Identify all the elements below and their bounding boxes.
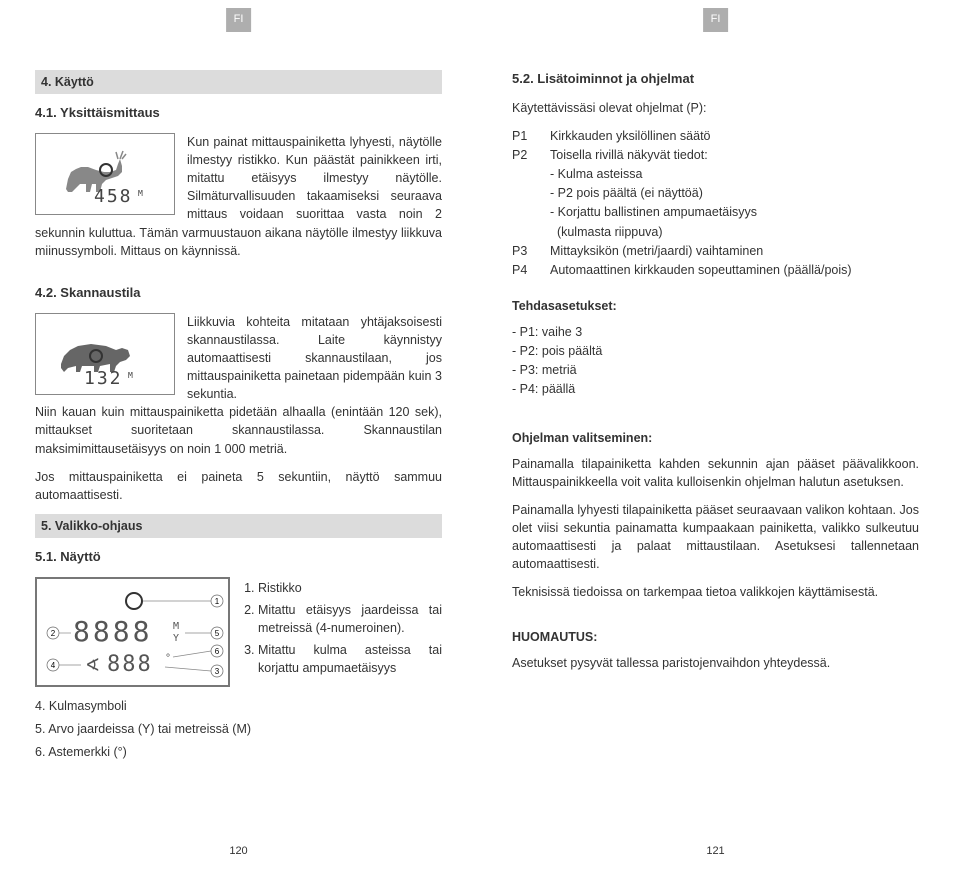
program-row-p2: P2 Toisella rivillä näkyvät tiedot:: [512, 146, 919, 164]
section-5-2-heading: 5.2. Lisätoiminnot ja ohjelmat: [512, 70, 919, 89]
program-code-p3: P3: [512, 242, 550, 260]
program-desc-p1: Kirkkauden yksilöllinen säätö: [550, 127, 919, 145]
figure-single-measure: 458 M: [35, 133, 175, 215]
program-row-p4: P4 Automaattinen kirkkauden sopeuttamine…: [512, 261, 919, 279]
language-tab-left: FI: [226, 8, 252, 32]
language-tab-right: FI: [703, 8, 729, 32]
page-left: FI 4. Käyttö 4.1. Yksittäismittaus 458 M…: [0, 0, 477, 875]
factory-p3: - P3: metriä: [512, 361, 919, 379]
para-4-2b: Niin kauan kuin mittauspainiketta pidetä…: [35, 403, 442, 457]
factory-p1: - P1: vaihe 3: [512, 323, 919, 341]
right-content: 5.2. Lisätoiminnot ja ohjelmat Käytettäv…: [512, 70, 919, 672]
section-5-1-heading: 5.1. Näyttö: [35, 548, 442, 567]
svg-text:M: M: [173, 621, 179, 632]
page-number-right: 121: [706, 844, 724, 860]
program-code-p2: P2: [512, 146, 550, 164]
factory-p2: - P2: pois päältä: [512, 342, 919, 360]
svg-text:6: 6: [215, 647, 220, 656]
svg-text:3: 3: [215, 667, 220, 676]
factory-settings-list: - P1: vaihe 3 - P2: pois päältä - P3: me…: [512, 323, 919, 399]
section-4-heading: 4. Käyttö: [35, 70, 442, 94]
svg-text:Y: Y: [173, 633, 179, 644]
section-4-2-heading: 4.2. Skannaustila: [35, 284, 442, 303]
select-program-heading: Ohjelman valitseminen:: [512, 429, 919, 447]
left-content: 4. Käyttö 4.1. Yksittäismittaus 458 M Ku…: [35, 70, 442, 761]
p2-sub-2: - Korjattu ballistinen ampumaetäisyys: [550, 203, 919, 221]
p2-sub-3: (kulmasta riippuva): [550, 223, 919, 241]
legend-item-1: Ristikko: [258, 579, 442, 597]
svg-text:1: 1: [215, 597, 220, 606]
legend-item-4: 4. Kulmasymboli: [35, 697, 442, 715]
legend-item-5: 5. Arvo jaardeissa (Y) tai metreissä (M): [35, 720, 442, 738]
legend-item-2: Mitattu etäisyys jaardeissa tai metreiss…: [258, 601, 442, 637]
page-number-left: 120: [229, 844, 247, 860]
select-program-p2: Painamalla lyhyesti tilapainiketta pääse…: [512, 501, 919, 574]
program-desc-p4: Automaattinen kirkkauden sopeuttaminen (…: [550, 261, 919, 279]
page-right: FI 5.2. Lisätoiminnot ja ohjelmat Käytet…: [477, 0, 954, 875]
factory-p4: - P4: päällä: [512, 380, 919, 398]
figure-display: 8888 M Y ∢ 888 ° 1 2 5 4 6: [35, 577, 230, 687]
note-heading: HUOMAUTUS:: [512, 628, 919, 646]
figure-scan-mode: 132 M: [35, 313, 175, 395]
p2-sublist: - Kulma asteissa - P2 pois päältä (ei nä…: [512, 165, 919, 241]
program-desc-p2: Toisella rivillä näkyvät tiedot:: [550, 146, 919, 164]
p2-sub-1: - P2 pois päältä (ei näyttöä): [550, 184, 919, 202]
program-code-p1: P1: [512, 127, 550, 145]
p2-sub-0: - Kulma asteissa: [550, 165, 919, 183]
legend-extra: 4. Kulmasymboli 5. Arvo jaardeissa (Y) t…: [35, 697, 442, 761]
program-list: P1 Kirkkauden yksilöllinen säätö P2 Tois…: [512, 127, 919, 279]
svg-text:°: °: [165, 653, 171, 664]
note-text: Asetukset pysyvät tallessa paristojenvai…: [512, 654, 919, 672]
programs-intro: Käytettävissäsi olevat ohjelmat (P):: [512, 99, 919, 117]
svg-text:4: 4: [51, 661, 56, 670]
factory-settings-heading: Tehdasasetukset:: [512, 297, 919, 315]
svg-text:∢: ∢: [85, 655, 100, 676]
fig2-unit: M: [128, 371, 133, 380]
section-4-1-heading: 4.1. Yksittäismittaus: [35, 104, 442, 123]
para-4-2c: Jos mittauspainiketta ei paineta 5 sekun…: [35, 468, 442, 504]
fig1-reading: 458: [94, 186, 133, 207]
program-row-p1: P1 Kirkkauden yksilöllinen säätö: [512, 127, 919, 145]
select-program-p1: Painamalla tilapainiketta kahden sekunni…: [512, 455, 919, 491]
fig2-reading: 132: [84, 368, 123, 389]
legend-item-6: 6. Astemerkki (°): [35, 743, 442, 761]
display-legend: Ristikko Mitattu etäisyys jaardeissa tai…: [242, 579, 442, 682]
program-code-p4: P4: [512, 261, 550, 279]
program-row-p3: P3 Mittayksikön (metri/jaardi) vaihtamin…: [512, 242, 919, 260]
svg-text:2: 2: [51, 629, 56, 638]
svg-text:888: 888: [107, 652, 153, 677]
svg-text:5: 5: [215, 629, 220, 638]
fig1-unit: M: [138, 189, 143, 198]
section-5-heading: 5. Valikko-ohjaus: [35, 514, 442, 538]
svg-text:8888: 8888: [73, 615, 152, 648]
select-program-p3: Teknisissä tiedoissa on tarkempaa tietoa…: [512, 583, 919, 601]
program-desc-p3: Mittayksikön (metri/jaardi) vaihtaminen: [550, 242, 919, 260]
legend-item-3: Mitattu kulma asteissa tai korjattu ampu…: [258, 641, 442, 677]
